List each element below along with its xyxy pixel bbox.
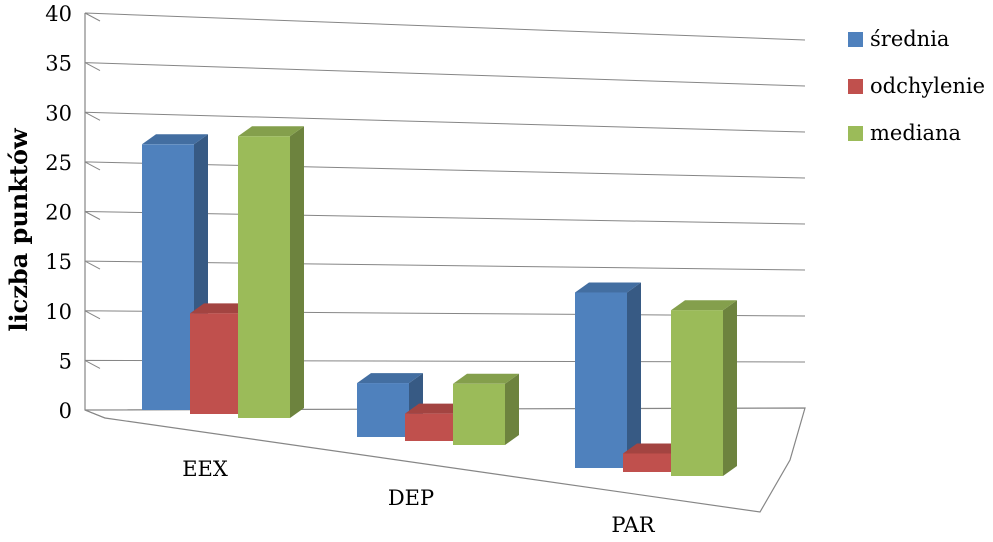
x-tick-label: EEX xyxy=(182,457,228,481)
x-tick-label: PAR xyxy=(611,513,655,537)
gridlines xyxy=(84,12,806,369)
x-tick-label: DEP xyxy=(388,486,434,510)
legend-label: mediana xyxy=(870,121,961,145)
legend-swatch xyxy=(848,32,863,47)
bar-side xyxy=(627,282,641,468)
bar-front xyxy=(142,144,194,410)
bar-side xyxy=(723,300,737,476)
bar xyxy=(671,300,737,476)
y-tick-label: 35 xyxy=(45,52,72,76)
bar-side xyxy=(290,126,304,419)
bar xyxy=(575,282,641,468)
bar-front xyxy=(671,310,723,476)
bars xyxy=(142,126,737,476)
gridline xyxy=(84,310,806,320)
bar-front xyxy=(190,313,242,414)
bar-side xyxy=(505,373,519,445)
bar xyxy=(238,126,304,419)
y-tick-label: 15 xyxy=(45,250,72,274)
bar-top xyxy=(575,282,641,293)
bar-top xyxy=(238,126,304,137)
gridline xyxy=(84,111,806,133)
gridline xyxy=(84,62,806,87)
gridline xyxy=(84,12,806,41)
bar-front xyxy=(453,383,505,445)
legend: średnia odchylenie mediana xyxy=(848,27,985,145)
gridline xyxy=(84,359,806,369)
bar-top xyxy=(142,134,208,145)
y-tick-label: 40 xyxy=(45,2,72,26)
bar-top xyxy=(453,373,519,384)
bar-front xyxy=(623,453,675,472)
y-tick-label: 25 xyxy=(45,151,72,175)
legend-label: odchylenie xyxy=(870,74,985,98)
y-tick-label: 20 xyxy=(45,201,72,225)
y-tick-label: 10 xyxy=(45,300,72,324)
bar-front xyxy=(357,383,409,437)
bar-front xyxy=(238,136,290,418)
bar-top xyxy=(671,300,737,311)
bar-front xyxy=(405,413,457,441)
gridline xyxy=(84,161,806,179)
legend-swatch xyxy=(848,126,863,141)
legend-swatch xyxy=(848,79,863,94)
legend-label: średnia xyxy=(870,27,949,51)
y-axis-label: liczba punktów xyxy=(4,127,33,332)
bar-top xyxy=(357,373,423,384)
y-axis-ticks: 0 5 10 15 20 25 30 35 40 xyxy=(45,2,72,423)
bar xyxy=(453,373,519,445)
y-tick-label: 0 xyxy=(59,399,72,423)
x-axis-labels: EEX DEP PAR xyxy=(182,457,656,537)
y-tick-label: 5 xyxy=(59,349,72,373)
bar-front xyxy=(575,292,627,468)
gridline xyxy=(84,211,806,225)
y-tick-label: 30 xyxy=(45,101,72,125)
gridline xyxy=(84,260,806,271)
